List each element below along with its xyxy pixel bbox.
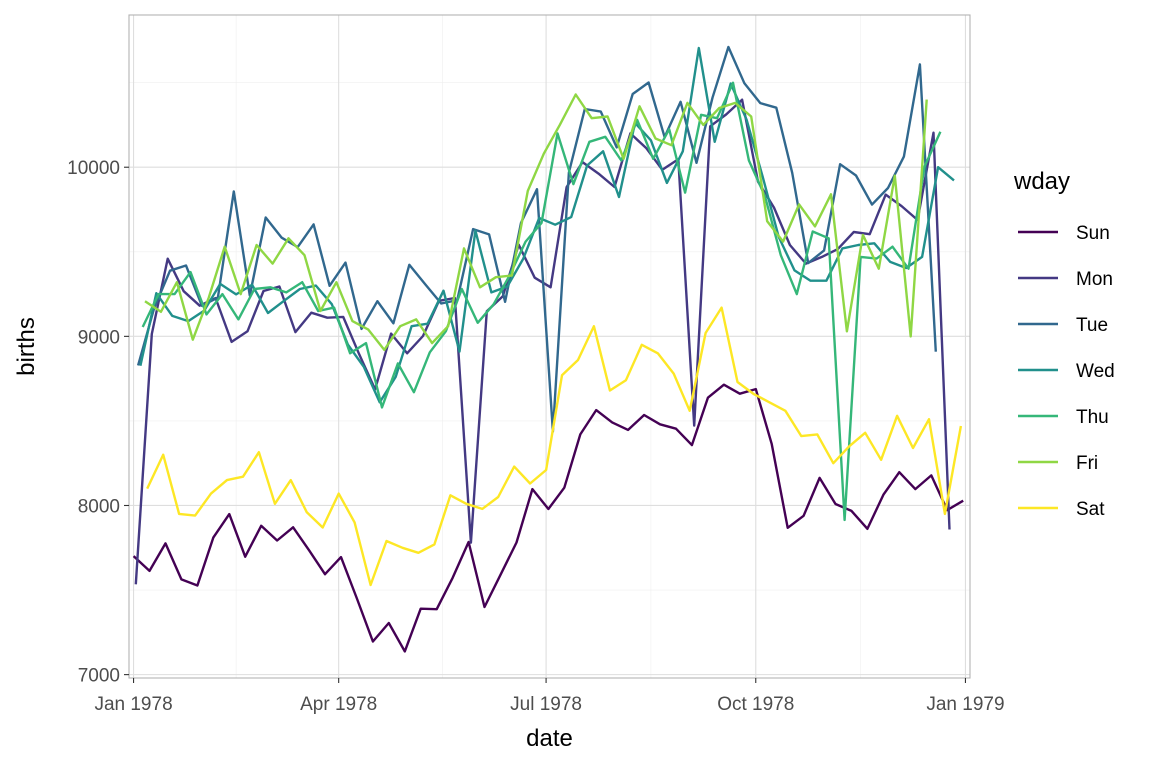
x-tick-label: Jan 1978 [94,694,172,715]
x-tick-label: Jul 1978 [510,694,582,715]
y-tick-label: 7000 [78,666,120,687]
y-axis-ticks: 7000 8000 9000 10000 [67,158,129,687]
panel-border [128,14,971,679]
x-axis-title: date [526,725,573,752]
legend: wday Sun Mon Tue Wed Thu Fri Sat [1013,168,1115,520]
y-tick-label: 9000 [78,327,120,348]
legend-title: wday [1013,168,1070,195]
series-line-thu [141,81,942,522]
legend-label-thu: Thu [1076,407,1109,428]
legend-items: Sun Mon Tue Wed Thu Fri Sat [1018,223,1115,520]
legend-label-sun: Sun [1076,223,1110,244]
y-tick-label: 10000 [67,158,120,179]
x-tick-label: Jan 1979 [926,694,1004,715]
series-line-sat [146,306,963,587]
y-tick-label: 8000 [78,496,120,517]
series-line-tue [136,45,937,433]
major-gridlines [129,15,970,678]
series-line-wed [139,46,955,404]
legend-label-tue: Tue [1076,315,1108,336]
series-line-sun [132,383,964,653]
x-tick-label: Apr 1978 [300,694,377,715]
legend-label-mon: Mon [1076,269,1113,290]
minor-gridlines [129,15,970,678]
legend-label-wed: Wed [1076,361,1115,382]
x-tick-label: Oct 1978 [717,694,794,715]
panel-background [129,15,970,678]
legend-label-sat: Sat [1076,499,1105,520]
series-lines [132,45,964,653]
x-axis-ticks: Jan 1978 Apr 1978 Jul 1978 Oct 1978 Jan 1979 [94,678,1005,715]
y-axis-title: births [13,317,40,376]
legend-label-fri: Fri [1076,453,1098,474]
series-line-fri [144,93,928,352]
